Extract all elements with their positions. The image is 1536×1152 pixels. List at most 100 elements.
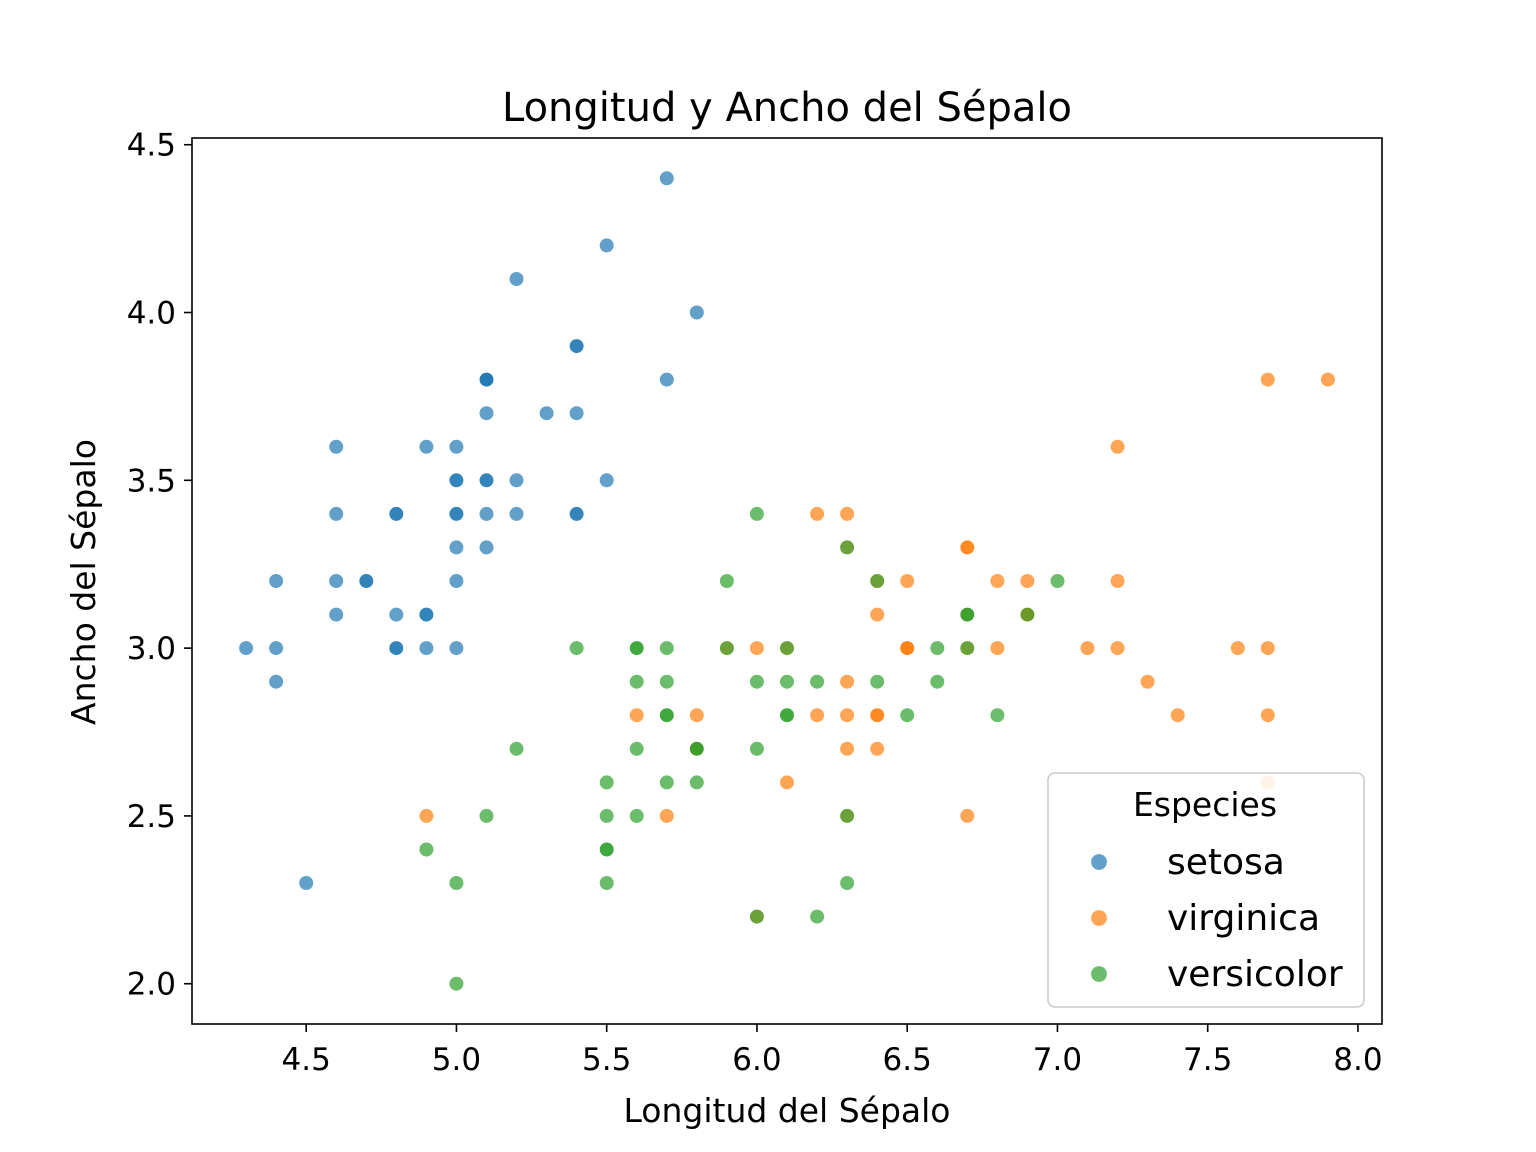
data-point-setosa-4 — [448, 438, 465, 455]
data-point-setosa-18 — [658, 371, 676, 388]
data-point-versicolor-6 — [838, 539, 856, 556]
data-point-setosa-29 — [358, 572, 375, 590]
data-point-virginica-36 — [838, 505, 856, 523]
data-point-setosa-1 — [418, 639, 435, 657]
data-point-setosa-35 — [448, 572, 465, 590]
y-axis: 2.0 2.5 3.0 3.5 4.0 4.5 — [127, 128, 192, 1003]
data-point-versicolor-47 — [808, 673, 826, 690]
data-point-virginica-35 — [1259, 639, 1277, 657]
data-point-setosa-26 — [448, 505, 465, 523]
data-point-setosa-10 — [568, 405, 585, 422]
data-point-setosa-45 — [388, 639, 405, 657]
legend-label-versicolor: versicolor — [1167, 954, 1343, 995]
data-point-versicolor-22 — [838, 807, 856, 825]
data-point-virginica-26 — [808, 707, 826, 724]
data-point-versicolor-49 — [658, 707, 676, 724]
data-point-versicolor-14 — [628, 673, 645, 690]
data-point-versicolor-28 — [748, 673, 766, 690]
data-point-setosa-43 — [448, 472, 465, 489]
data-point-virginica-3 — [838, 673, 856, 690]
data-point-versicolor-32 — [688, 740, 706, 758]
y-axis-label: Ancho del Sépalo — [64, 439, 103, 725]
data-point-versicolor-25 — [929, 639, 946, 657]
data-point-versicolor-20 — [718, 572, 736, 590]
data-point-virginica-14 — [688, 707, 706, 724]
legend: Especies setosa virginica versicolor — [1047, 772, 1365, 1008]
data-point-virginica-34 — [778, 774, 796, 791]
data-point-setosa-33 — [598, 237, 615, 254]
data-point-virginica-10 — [899, 572, 916, 590]
data-point-versicolor-33 — [748, 740, 766, 758]
data-point-virginica-23 — [838, 740, 856, 758]
data-point-setosa-49 — [448, 539, 465, 556]
data-point-virginica-32 — [869, 707, 886, 724]
data-point-setosa-28 — [508, 505, 525, 523]
data-point-virginica-43 — [989, 572, 1006, 590]
data-point-versicolor-26 — [989, 707, 1006, 724]
data-point-virginica-44 — [959, 539, 976, 556]
data-point-setosa-22 — [328, 438, 345, 455]
data-point-setosa-27 — [508, 472, 525, 489]
data-point-versicolor-2 — [1019, 606, 1036, 623]
data-point-setosa-41 — [298, 874, 315, 892]
data-point-setosa-14 — [688, 304, 706, 321]
data-point-versicolor-11 — [718, 639, 736, 657]
data-point-setosa-31 — [568, 505, 585, 523]
y-tick-label: 2.5 — [127, 799, 176, 835]
data-point-versicolor-35 — [748, 505, 766, 523]
x-tick-label: 6.0 — [732, 1042, 781, 1078]
x-tick-label: 5.5 — [582, 1042, 631, 1078]
data-point-virginica-12 — [989, 639, 1006, 657]
data-point-setosa-17 — [478, 472, 495, 489]
legend-title: Especies — [1133, 785, 1277, 824]
data-point-setosa-8 — [267, 673, 285, 690]
data-point-virginica-22 — [1259, 707, 1277, 724]
data-point-setosa-23 — [478, 539, 495, 556]
legend-marker-versicolor — [1089, 964, 1109, 984]
data-point-versicolor-42 — [688, 774, 706, 791]
legend-label-setosa: setosa — [1167, 842, 1285, 883]
y-tick-label: 4.5 — [127, 128, 176, 164]
data-point-versicolor-38 — [628, 639, 645, 657]
data-point-versicolor-1 — [869, 572, 886, 590]
data-point-versicolor-19 — [628, 807, 645, 825]
data-point-setosa-42 — [267, 572, 285, 590]
data-point-versicolor-45 — [658, 639, 676, 657]
data-point-virginica-7 — [1139, 673, 1156, 690]
data-point-virginica-25 — [1109, 572, 1126, 590]
data-point-versicolor-13 — [778, 673, 796, 690]
data-point-setosa-37 — [418, 438, 435, 455]
data-point-virginica-38 — [748, 639, 766, 657]
data-point-versicolor-29 — [658, 774, 676, 791]
data-point-setosa-21 — [478, 405, 495, 422]
x-axis: 4.5 5.0 5.5 6.0 6.5 7.0 7.5 8.0 — [282, 1024, 1383, 1078]
data-point-setosa-24 — [388, 505, 405, 523]
data-point-setosa-38 — [267, 639, 285, 657]
data-point-virginica-6 — [418, 807, 435, 825]
data-point-setosa-3 — [328, 606, 345, 623]
data-point-versicolor-44 — [628, 740, 645, 758]
x-tick-label: 6.5 — [883, 1042, 932, 1078]
x-tick-label: 4.5 — [282, 1042, 331, 1078]
data-point-versicolor-31 — [598, 841, 615, 858]
y-tick-label: 3.0 — [127, 631, 176, 667]
data-point-virginica-2 — [1079, 639, 1096, 657]
data-point-setosa-36 — [598, 472, 615, 489]
data-point-setosa-39 — [478, 505, 495, 523]
legend-marker-setosa — [1089, 852, 1109, 872]
legend-box — [1047, 772, 1365, 1008]
data-point-setosa-46 — [478, 371, 495, 388]
data-point-versicolor-36 — [959, 606, 976, 623]
data-point-virginica-47 — [899, 639, 916, 657]
data-point-versicolor-48 — [478, 807, 495, 825]
y-tick-label: 2.0 — [127, 967, 176, 1003]
data-point-setosa-13 — [237, 639, 255, 657]
plot-frame — [191, 137, 1383, 1025]
y-tick-label: 3.5 — [127, 463, 176, 499]
legend-label-virginica: virginica — [1167, 898, 1320, 939]
data-point-versicolor-4 — [899, 707, 916, 724]
data-point-versicolor-43 — [448, 874, 465, 892]
data-point-setosa-30 — [388, 606, 405, 623]
data-point-versicolor-46 — [658, 673, 676, 690]
